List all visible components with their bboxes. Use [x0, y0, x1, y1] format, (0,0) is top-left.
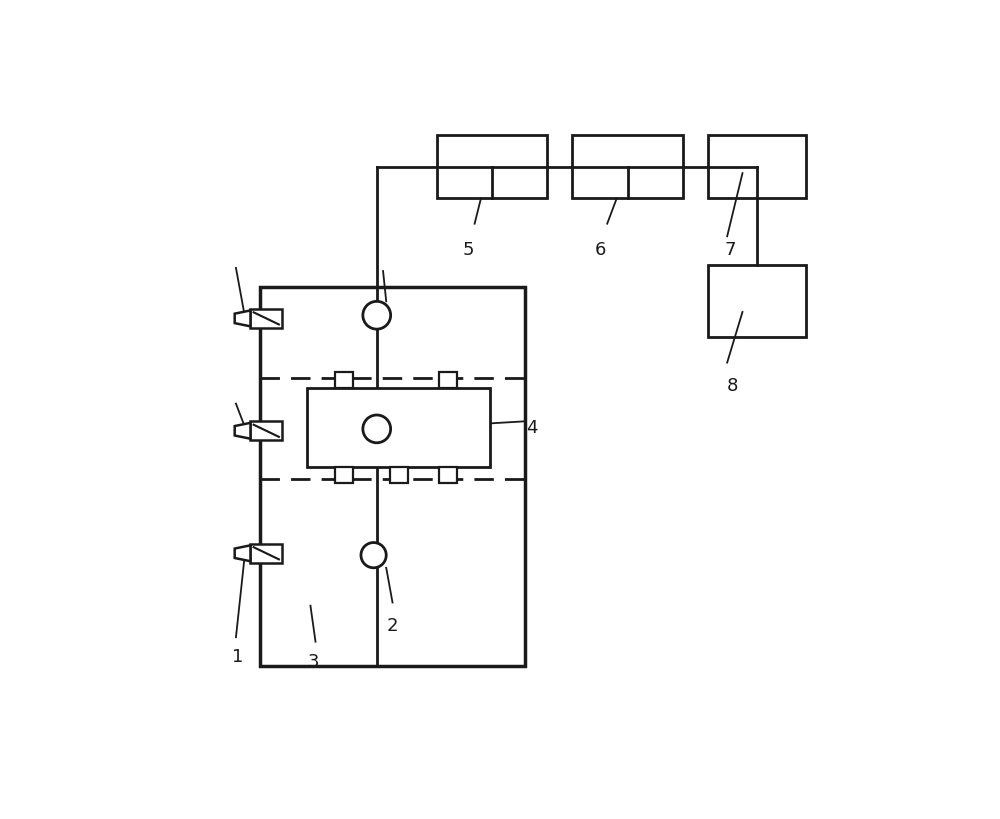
Text: 3: 3 — [308, 652, 319, 670]
Text: 5: 5 — [463, 241, 474, 259]
Bar — [307, 388, 490, 467]
Bar — [439, 467, 457, 483]
Bar — [335, 467, 353, 483]
Polygon shape — [235, 545, 250, 562]
Bar — [439, 373, 457, 388]
Polygon shape — [235, 423, 250, 439]
Polygon shape — [235, 311, 250, 327]
Bar — [250, 544, 282, 563]
Bar — [250, 310, 282, 328]
Text: 6: 6 — [595, 241, 607, 259]
Text: 2: 2 — [387, 616, 398, 634]
Circle shape — [361, 543, 386, 568]
Bar — [250, 422, 282, 441]
Text: 4: 4 — [526, 419, 537, 437]
Bar — [335, 373, 353, 388]
Text: 1: 1 — [232, 647, 244, 665]
Text: 7: 7 — [725, 241, 736, 259]
Bar — [260, 287, 525, 666]
Circle shape — [363, 415, 391, 443]
Bar — [390, 467, 408, 483]
Bar — [437, 136, 547, 199]
Bar — [572, 136, 683, 199]
Text: 8: 8 — [727, 376, 738, 394]
Circle shape — [363, 302, 391, 330]
Bar — [708, 265, 806, 338]
Bar — [708, 136, 806, 199]
